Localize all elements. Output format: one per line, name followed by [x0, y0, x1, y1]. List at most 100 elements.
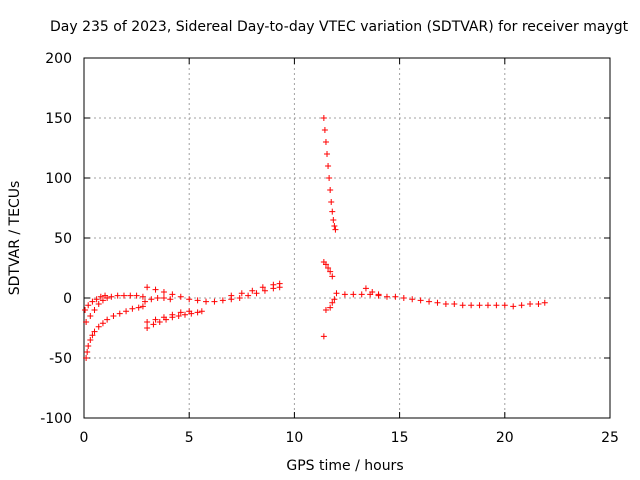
- data-point: [417, 297, 424, 304]
- data-point: [493, 302, 500, 309]
- data-point: [186, 308, 193, 315]
- data-point: [426, 298, 433, 305]
- data-point: [198, 308, 205, 315]
- data-point: [476, 302, 483, 309]
- data-point: [169, 311, 176, 318]
- plot-frame: [83, 57, 611, 419]
- data-point: [331, 223, 338, 229]
- data-point: [238, 290, 245, 297]
- data-point: [167, 296, 174, 303]
- data-point: [322, 261, 329, 268]
- data-point: [501, 302, 508, 309]
- data-point: [99, 320, 106, 327]
- y-tick-label: 100: [45, 171, 72, 187]
- data-point: [211, 298, 218, 305]
- chart-title: Day 235 of 2023, Sidereal Day-to-day VTE…: [50, 19, 629, 35]
- data-point: [358, 291, 365, 298]
- data-point: [142, 298, 149, 305]
- data-point: [400, 295, 407, 301]
- data-point: [87, 313, 94, 319]
- data-point: [434, 299, 441, 306]
- data-point: [409, 296, 416, 303]
- data-point: [219, 297, 226, 304]
- data-point: [144, 325, 151, 331]
- data-point: [148, 296, 155, 303]
- data-point: [127, 292, 134, 299]
- data-point: [84, 349, 91, 355]
- data-point: [85, 343, 92, 349]
- data-point: [468, 302, 475, 309]
- data-point: [327, 187, 334, 193]
- y-tick-label: 150: [45, 111, 72, 127]
- y-axis-label: SDTVAR / TECUs: [7, 181, 23, 296]
- data-point: [133, 292, 140, 299]
- data-point: [527, 301, 534, 307]
- data-point: [123, 308, 130, 315]
- data-point: [181, 311, 188, 318]
- data-point: [327, 304, 334, 311]
- data-point: [324, 151, 331, 157]
- data-point: [139, 303, 146, 310]
- data-point: [175, 313, 182, 319]
- data-point: [333, 290, 340, 297]
- data-point: [152, 316, 159, 323]
- data-point: [383, 293, 390, 300]
- data-point: [375, 291, 382, 298]
- x-tick-label: 25: [601, 430, 619, 446]
- data-point: [95, 301, 102, 307]
- data-point: [160, 289, 167, 295]
- y-tick-label: -100: [40, 411, 72, 427]
- data-point: [535, 301, 542, 307]
- data-point: [85, 302, 92, 309]
- data-point: [160, 314, 167, 321]
- data-point: [459, 302, 466, 309]
- data-point: [82, 307, 89, 313]
- x-tick-label: 0: [80, 430, 89, 446]
- data-point: [160, 295, 167, 301]
- y-tick-label: 0: [63, 291, 72, 307]
- data-point: [177, 293, 184, 300]
- x-tick-label: 5: [185, 430, 194, 446]
- x-axis-label: GPS time / hours: [286, 458, 403, 474]
- data-point: [129, 305, 136, 312]
- data-point: [89, 332, 96, 339]
- data-point: [89, 298, 96, 305]
- data-point: [110, 313, 117, 319]
- y-tick-label: 200: [45, 51, 72, 67]
- data-point: [236, 295, 243, 301]
- data-point: [442, 301, 449, 307]
- data-point: [144, 284, 151, 291]
- data-point: [330, 217, 337, 223]
- data-point: [87, 337, 94, 343]
- data-point: [322, 139, 329, 145]
- data-point: [186, 296, 193, 303]
- data-point: [156, 319, 163, 325]
- data-point: [95, 323, 102, 330]
- data-point: [261, 287, 268, 294]
- data-point: [451, 301, 458, 307]
- data-point: [332, 226, 339, 233]
- data-point: [97, 293, 104, 300]
- data-point: [518, 302, 525, 309]
- data-point: [270, 281, 277, 288]
- data-point: [341, 291, 348, 298]
- data-point: [321, 127, 328, 133]
- data-point: [83, 319, 90, 325]
- data-point: [369, 289, 376, 295]
- x-tick-label: 20: [496, 430, 514, 446]
- data-point: [194, 309, 201, 316]
- y-tick-label: 50: [54, 231, 72, 247]
- data-point: [116, 310, 123, 317]
- data-point: [249, 287, 256, 294]
- data-point: [104, 316, 111, 323]
- data-point: [320, 333, 327, 340]
- data-point: [102, 292, 109, 299]
- data-point: [329, 273, 336, 280]
- data-point: [93, 296, 100, 303]
- data-point: [362, 285, 369, 292]
- data-point: [152, 286, 159, 293]
- x-tick-label: 15: [391, 430, 409, 446]
- data-point: [144, 319, 151, 325]
- grid: [84, 58, 610, 418]
